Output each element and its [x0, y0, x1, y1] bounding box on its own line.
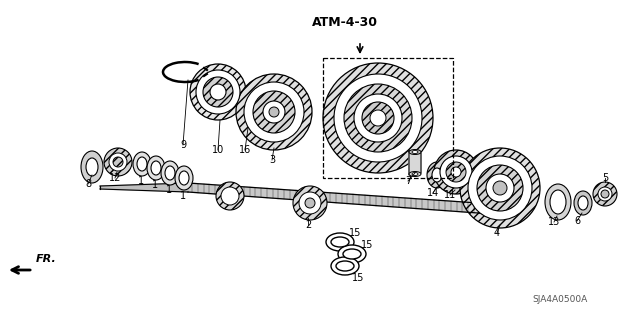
Text: FR.: FR. [36, 254, 57, 264]
Ellipse shape [147, 156, 165, 180]
Ellipse shape [253, 91, 295, 133]
Text: 11: 11 [444, 190, 456, 200]
Ellipse shape [432, 168, 442, 182]
Ellipse shape [545, 184, 571, 220]
Ellipse shape [343, 249, 361, 259]
Ellipse shape [175, 166, 193, 190]
Ellipse shape [323, 63, 433, 173]
Ellipse shape [493, 181, 507, 195]
Ellipse shape [477, 165, 523, 211]
Ellipse shape [331, 257, 359, 275]
Ellipse shape [133, 152, 151, 176]
Ellipse shape [593, 182, 617, 206]
Ellipse shape [601, 190, 609, 198]
Text: 4: 4 [494, 228, 500, 238]
Polygon shape [188, 183, 478, 213]
Ellipse shape [446, 162, 466, 182]
Text: 12: 12 [109, 173, 121, 183]
Ellipse shape [338, 245, 366, 263]
Ellipse shape [412, 151, 418, 153]
Ellipse shape [151, 161, 161, 175]
Ellipse shape [334, 74, 422, 162]
Text: 1: 1 [152, 180, 158, 190]
Ellipse shape [550, 190, 566, 214]
Ellipse shape [203, 77, 233, 107]
Text: 14: 14 [427, 188, 439, 198]
Ellipse shape [598, 187, 612, 201]
Ellipse shape [81, 151, 103, 183]
Text: 6: 6 [574, 216, 580, 226]
Text: 7: 7 [405, 176, 411, 186]
Bar [323, 58, 453, 178]
Ellipse shape [210, 84, 226, 100]
Text: 1: 1 [180, 191, 186, 201]
Ellipse shape [344, 84, 412, 152]
Text: 8: 8 [85, 179, 91, 189]
Ellipse shape [468, 156, 532, 220]
Text: 13: 13 [548, 217, 560, 227]
Ellipse shape [221, 187, 239, 205]
Ellipse shape [109, 153, 127, 171]
Ellipse shape [196, 70, 240, 114]
Ellipse shape [440, 156, 472, 188]
Ellipse shape [354, 94, 402, 142]
Ellipse shape [305, 198, 315, 208]
Ellipse shape [113, 157, 123, 167]
Ellipse shape [216, 182, 244, 210]
Ellipse shape [451, 167, 461, 177]
Text: ATM-4-30: ATM-4-30 [312, 16, 378, 28]
Ellipse shape [409, 150, 421, 154]
Text: SJA4A0500A: SJA4A0500A [532, 295, 588, 305]
Text: 15: 15 [349, 228, 361, 238]
Ellipse shape [244, 82, 304, 142]
Ellipse shape [574, 191, 592, 215]
Text: 1: 1 [166, 185, 172, 195]
Ellipse shape [190, 64, 246, 120]
Ellipse shape [165, 166, 175, 180]
Ellipse shape [331, 237, 349, 247]
Text: 9: 9 [180, 140, 186, 150]
Ellipse shape [179, 171, 189, 185]
Ellipse shape [434, 150, 478, 194]
Text: 15: 15 [352, 273, 364, 283]
Ellipse shape [299, 192, 321, 214]
Text: 10: 10 [212, 145, 224, 155]
Text: 1: 1 [138, 176, 144, 186]
Ellipse shape [263, 101, 285, 123]
Ellipse shape [460, 148, 540, 228]
Ellipse shape [370, 110, 386, 126]
Text: 15: 15 [361, 240, 373, 250]
Ellipse shape [104, 148, 132, 176]
Ellipse shape [236, 74, 312, 150]
Polygon shape [478, 203, 490, 215]
Polygon shape [100, 183, 188, 192]
Ellipse shape [269, 107, 279, 117]
Text: 3: 3 [269, 155, 275, 165]
Ellipse shape [362, 102, 394, 134]
Ellipse shape [486, 174, 514, 202]
Ellipse shape [137, 157, 147, 171]
Ellipse shape [326, 233, 354, 251]
Ellipse shape [336, 261, 354, 271]
Ellipse shape [409, 172, 421, 176]
Polygon shape [409, 151, 421, 175]
Ellipse shape [412, 173, 418, 175]
Text: 5: 5 [602, 173, 608, 183]
Text: 16: 16 [239, 145, 251, 155]
Ellipse shape [161, 161, 179, 185]
Ellipse shape [293, 186, 327, 220]
Text: 2: 2 [305, 220, 311, 230]
Ellipse shape [86, 158, 98, 176]
Ellipse shape [427, 162, 447, 188]
Ellipse shape [578, 196, 588, 210]
